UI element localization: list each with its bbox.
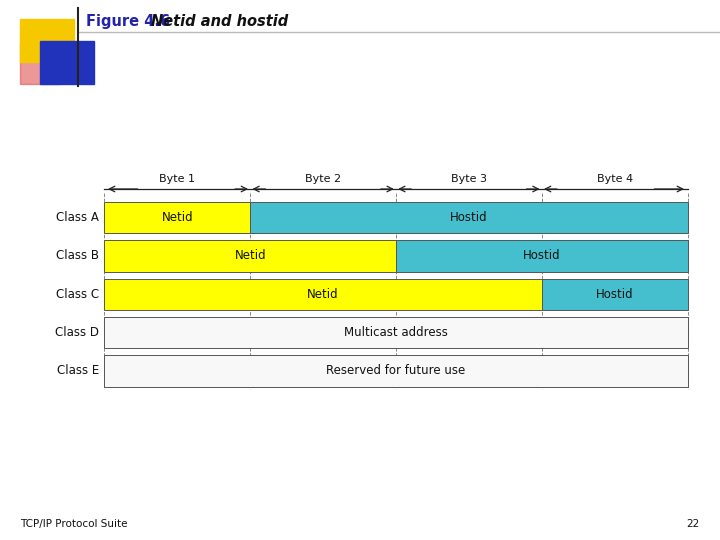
Bar [20, 19, 74, 62]
Text: Hostid: Hostid [523, 249, 561, 262]
Text: Hostid: Hostid [596, 288, 634, 301]
Bar [20, 43, 60, 84]
Text: Netid: Netid [235, 249, 266, 262]
Bar [40, 40, 94, 84]
Bar [251, 202, 688, 233]
Bar [104, 317, 688, 348]
Text: Byte 4: Byte 4 [597, 174, 633, 184]
Text: TCP/IP Protocol Suite: TCP/IP Protocol Suite [20, 519, 127, 529]
Text: Netid: Netid [161, 211, 193, 224]
Text: Byte 2: Byte 2 [305, 174, 341, 184]
Text: Class C: Class C [56, 288, 99, 301]
Text: Byte 3: Byte 3 [451, 174, 487, 184]
Text: 22: 22 [687, 519, 700, 529]
Text: Class E: Class E [57, 364, 99, 377]
Bar [104, 279, 541, 310]
Text: Netid: Netid [307, 288, 339, 301]
Bar [104, 355, 688, 387]
Bar [396, 240, 688, 272]
Text: Netid and hostid: Netid and hostid [151, 14, 289, 29]
Text: Multicast address: Multicast address [344, 326, 448, 339]
Text: Reserved for future use: Reserved for future use [326, 364, 466, 377]
Text: Figure 4.6: Figure 4.6 [86, 14, 171, 29]
Bar [104, 202, 251, 233]
Text: Byte 1: Byte 1 [159, 174, 195, 184]
Bar [541, 279, 688, 310]
Text: Class D: Class D [55, 326, 99, 339]
Text: Hostid: Hostid [450, 211, 487, 224]
Text: Class A: Class A [56, 211, 99, 224]
Text: Class B: Class B [56, 249, 99, 262]
Bar [104, 240, 396, 272]
